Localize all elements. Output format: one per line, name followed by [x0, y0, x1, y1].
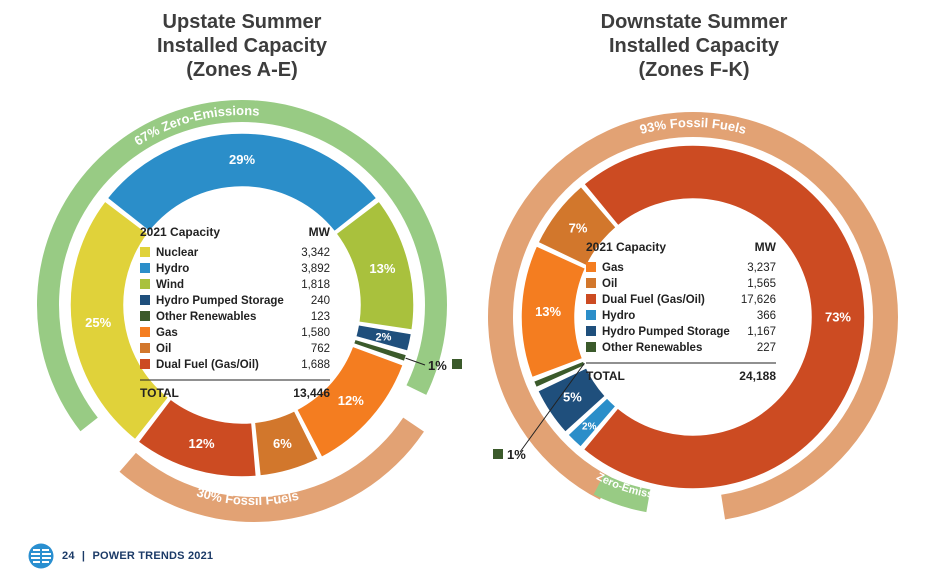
chart-title-line: Upstate Summer	[163, 11, 322, 33]
chart-title-line: (Zones F-K)	[638, 59, 749, 81]
table-row-name-nuclear: Nuclear	[156, 247, 199, 259]
callout-label-other-renewables: 1%	[428, 358, 447, 373]
slice-label-wind: 13%	[369, 261, 395, 276]
outer-arc-zero-emissions	[37, 99, 448, 432]
legend-swatch-gas	[140, 327, 150, 337]
slice-label-dual-fuel-gas-oil: 12%	[189, 436, 215, 451]
table-header-mw: MW	[755, 240, 777, 254]
table-row-name-wind: Wind	[156, 279, 184, 291]
legend-swatch-hydro	[140, 263, 150, 273]
chart-title-line: Installed Capacity	[157, 35, 328, 57]
slice-hydro-pumped-storage	[536, 366, 607, 434]
slice-other-renewables	[532, 360, 587, 389]
table-row-mw-gas: 1,580	[301, 327, 330, 339]
table-header-mw: MW	[309, 225, 331, 239]
slice-label-dual-fuel-gas-oil: 73%	[825, 309, 851, 324]
table-total-mw: 13,446	[293, 386, 330, 400]
legend-swatch-oil	[586, 278, 596, 288]
chart-title-line: Downstate Summer	[601, 11, 788, 33]
table-row-mw-oil: 762	[311, 343, 330, 355]
table-row-name-hydro-pumped-storage: Hydro Pumped Storage	[156, 295, 284, 307]
legend-swatch-dual-fuel-gas-oil	[140, 359, 150, 369]
legend-swatch-oil	[140, 343, 150, 353]
table-row-mw-wind: 1,818	[301, 279, 330, 291]
table-row-mw-hydro-pumped-storage: 1,167	[747, 326, 776, 338]
slice-gas	[520, 244, 587, 379]
slice-label-oil: 6%	[273, 436, 292, 451]
chart-title-line: Installed Capacity	[609, 35, 780, 57]
legend-swatch-nuclear	[140, 247, 150, 257]
table-row-mw-oil: 1,565	[747, 278, 776, 290]
slice-oil	[536, 185, 618, 267]
table-row-mw-dual-fuel-gas-oil: 1,688	[301, 359, 330, 371]
slice-dual-fuel-gas-oil	[582, 144, 866, 490]
slice-label-hydro: 2%	[582, 421, 597, 432]
slice-other-renewables	[352, 338, 408, 363]
table-row-name-dual-fuel-gas-oil: Dual Fuel (Gas/Oil)	[602, 294, 705, 306]
slice-wind	[334, 199, 415, 331]
table-row-name-dual-fuel-gas-oil: Dual Fuel (Gas/Oil)	[156, 359, 259, 371]
table-row-mw-other-renewables: 227	[757, 342, 776, 354]
callout-line-other-renewables	[405, 357, 426, 366]
legend-swatch-hydro	[586, 310, 596, 320]
page-footer: 24 | POWER TRENDS 2021	[28, 543, 213, 569]
table-row-name-other-renewables: Other Renewables	[602, 342, 702, 354]
table-header-capacity: 2021 Capacity	[586, 240, 666, 254]
callout-swatch-other-renewables	[493, 449, 503, 459]
table-row-mw-hydro: 366	[757, 310, 776, 322]
callout-label-other-renewables: 1%	[507, 447, 526, 462]
chart-title-line: (Zones A-E)	[186, 59, 297, 81]
table-row-name-oil: Oil	[156, 343, 171, 355]
slice-label-gas: 13%	[535, 304, 561, 319]
nyiso-logo-icon	[28, 543, 54, 569]
slice-label-nuclear: 25%	[85, 315, 111, 330]
table-header-capacity: 2021 Capacity	[140, 225, 220, 239]
slice-label-gas: 12%	[338, 393, 364, 408]
table-row-name-hydro-pumped-storage: Hydro Pumped Storage	[602, 326, 730, 338]
table-total-mw: 24,188	[739, 369, 776, 383]
slice-dual-fuel-gas-oil	[136, 397, 258, 478]
slice-oil	[253, 409, 320, 477]
table-row-mw-gas: 3,237	[747, 262, 776, 274]
legend-swatch-gas	[586, 262, 596, 272]
slice-label-hydro-pumped-storage: 2%	[376, 332, 392, 344]
table-row-mw-hydro-pumped-storage: 240	[311, 295, 330, 307]
table-row-mw-dual-fuel-gas-oil: 17,626	[741, 294, 776, 306]
outer-arc-zero-emissions	[593, 474, 651, 513]
table-row-mw-hydro: 3,892	[301, 263, 330, 275]
slice-hydro-pumped-storage	[354, 323, 413, 353]
legend-swatch-wind	[140, 279, 150, 289]
table-row-name-oil: Oil	[602, 278, 617, 290]
table-total-label: TOTAL	[140, 386, 179, 400]
callout-line-other-renewables	[519, 362, 585, 453]
page-number: 24	[62, 550, 75, 562]
callout-swatch-other-renewables	[452, 359, 462, 369]
table-row-name-other-renewables: Other Renewables	[156, 311, 256, 323]
slice-label-hydro-pumped-storage: 5%	[563, 390, 582, 405]
legend-swatch-other-renewables	[586, 342, 596, 352]
table-row-name-hydro: Hydro	[156, 263, 189, 275]
table-row-name-hydro: Hydro	[602, 310, 635, 322]
table-row-name-gas: Gas	[156, 327, 178, 339]
slice-label-hydro: 29%	[229, 152, 255, 167]
footer-separator: |	[81, 550, 86, 562]
table-total-label: TOTAL	[586, 369, 625, 383]
publication-title: POWER TRENDS 2021	[92, 550, 214, 562]
legend-swatch-other-renewables	[140, 311, 150, 321]
slice-hydro	[106, 132, 378, 233]
legend-swatch-hydro-pumped-storage	[140, 295, 150, 305]
legend-swatch-hydro-pumped-storage	[586, 326, 596, 336]
table-row-mw-other-renewables: 123	[311, 311, 330, 323]
slice-label-oil: 7%	[569, 221, 588, 236]
slice-hydro	[566, 396, 617, 449]
slice-gas	[295, 345, 405, 459]
table-row-name-gas: Gas	[602, 262, 624, 274]
legend-swatch-dual-fuel-gas-oil	[586, 294, 596, 304]
table-row-mw-nuclear: 3,342	[301, 247, 330, 259]
outer-arc-fossil-fuels	[119, 417, 424, 522]
